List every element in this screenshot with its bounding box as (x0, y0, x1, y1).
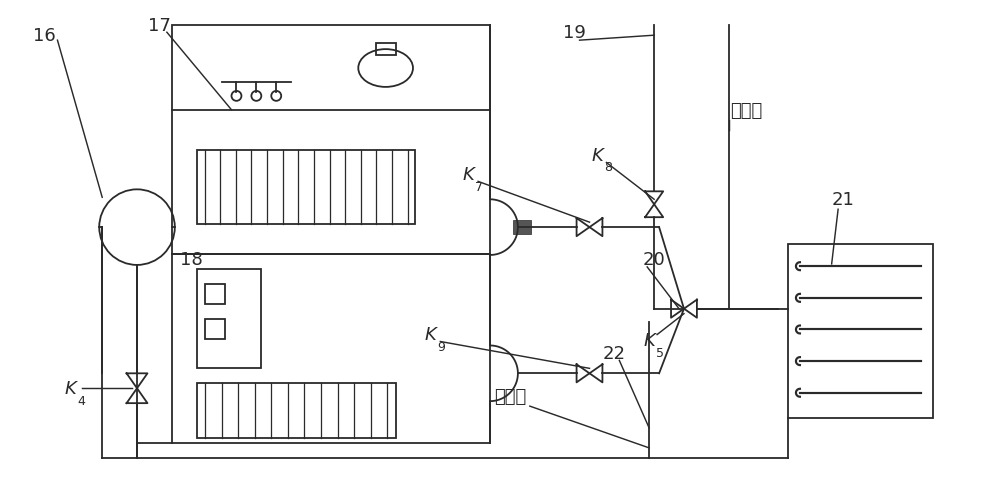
Text: 5: 5 (656, 347, 664, 360)
Text: 8: 8 (604, 161, 612, 174)
Bar (197, 270, 261, 369)
Bar (197, 150, 415, 224)
Text: 下水道: 下水道 (731, 102, 763, 120)
Text: K: K (592, 146, 603, 164)
Text: 21: 21 (832, 191, 855, 209)
Text: 9: 9 (437, 340, 445, 353)
Bar (172, 26, 490, 255)
Text: 19: 19 (563, 24, 586, 42)
Bar (788, 244, 933, 418)
Text: K: K (462, 166, 474, 184)
Text: 22: 22 (603, 345, 626, 363)
Bar (205, 319, 225, 339)
Bar (197, 383, 396, 438)
Text: 下水道: 下水道 (494, 387, 526, 405)
Text: 18: 18 (180, 250, 203, 269)
Text: 17: 17 (148, 17, 171, 35)
Text: 16: 16 (33, 27, 56, 45)
Bar (513, 221, 531, 234)
Text: 7: 7 (475, 181, 483, 194)
Text: K: K (643, 332, 655, 350)
Bar (205, 284, 225, 304)
Bar (376, 44, 396, 56)
Text: 4: 4 (77, 394, 85, 407)
Text: 20: 20 (643, 250, 666, 269)
Text: K: K (425, 325, 436, 343)
Text: K: K (65, 379, 76, 397)
Bar (172, 255, 490, 443)
